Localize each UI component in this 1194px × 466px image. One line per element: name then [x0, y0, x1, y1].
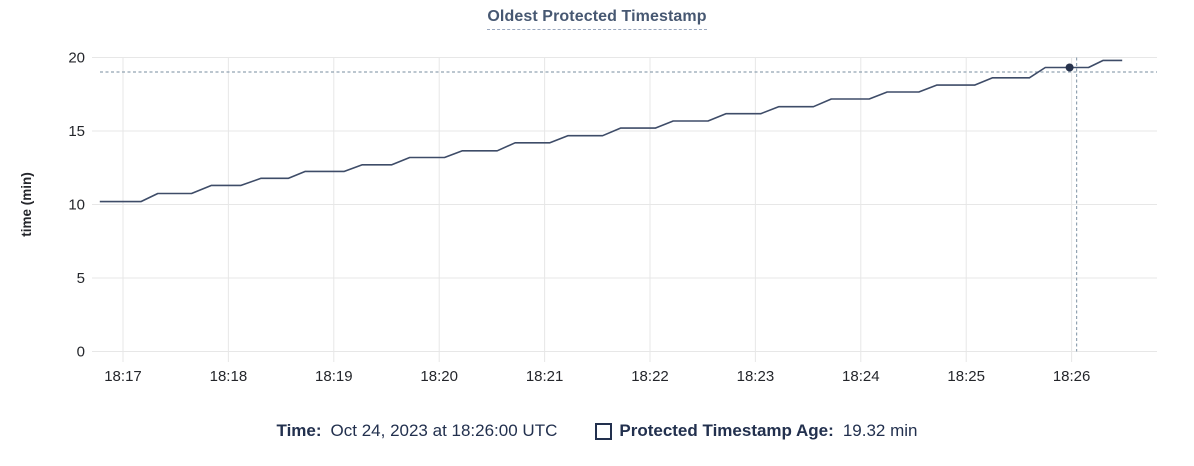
legend-series[interactable]: Protected Timestamp Age: 19.32 min	[595, 421, 917, 441]
chart-legend: Time: Oct 24, 2023 at 18:26:00 UTC Prote…	[0, 421, 1194, 441]
svg-text:0: 0	[77, 344, 85, 361]
chart-title[interactable]: Oldest Protected Timestamp	[487, 8, 707, 30]
hover-point	[1065, 63, 1074, 72]
legend-time: Time: Oct 24, 2023 at 18:26:00 UTC	[277, 421, 558, 441]
legend-series-value: 19.32 min	[842, 421, 918, 440]
svg-text:18:26: 18:26	[1053, 368, 1091, 385]
svg-text:18:17: 18:17	[104, 368, 142, 385]
svg-text:18:20: 18:20	[420, 368, 458, 385]
svg-text:5: 5	[77, 270, 85, 287]
svg-text:18:19: 18:19	[315, 368, 353, 385]
legend-time-label: Time:	[276, 421, 322, 440]
x-axis-labels: 18:17 18:18 18:19 18:20 18:21 18:22 18:23 18:24…	[104, 368, 1090, 385]
svg-text:15: 15	[68, 123, 85, 140]
legend-time-value: Oct 24, 2023 at 18:26:00 UTC	[330, 421, 558, 440]
chart-title-row: Oldest Protected Timestamp	[0, 8, 1194, 30]
svg-text:10: 10	[68, 197, 85, 214]
svg-text:18:18: 18:18	[210, 368, 248, 385]
series-line	[99, 59, 1123, 203]
legend-series-label: Protected Timestamp Age:	[619, 421, 834, 440]
gridlines	[92, 57, 1157, 362]
svg-text:18:23: 18:23	[737, 368, 775, 385]
svg-text:18:22: 18:22	[631, 368, 669, 385]
series-checkbox-icon[interactable]	[595, 422, 613, 440]
svg-text:20: 20	[68, 50, 85, 67]
svg-text:18:21: 18:21	[526, 368, 564, 385]
y-axis-labels: 0 5 10 15 20	[68, 50, 85, 361]
svg-text:18:25: 18:25	[947, 368, 985, 385]
y-axis-title: time (min)	[19, 172, 34, 237]
svg-text:18:24: 18:24	[842, 368, 880, 385]
